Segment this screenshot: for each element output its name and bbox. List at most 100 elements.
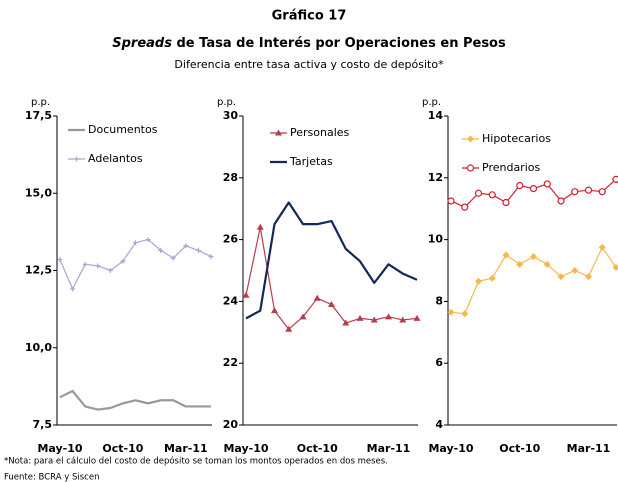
y-tick-label: 14	[428, 109, 444, 122]
y-tick-label: 7,5	[33, 418, 53, 431]
marker	[598, 243, 606, 251]
series-line	[245, 201, 418, 320]
y-tick-label: 22	[223, 356, 238, 369]
marker	[70, 286, 76, 292]
marker	[598, 188, 606, 196]
marker	[543, 180, 551, 188]
marker	[571, 188, 579, 196]
marker	[145, 237, 151, 243]
subtitle: Diferencia entre tasa activa y costo de …	[174, 58, 444, 71]
marker	[530, 253, 537, 261]
title-rest: de Tasa de Interés por Operaciones en Pe…	[177, 36, 506, 51]
marker	[170, 255, 176, 261]
marker	[475, 277, 482, 285]
y-axis-label: p.p.	[31, 97, 50, 108]
y-tick-label: 8	[435, 294, 443, 307]
marker	[299, 313, 307, 320]
y-tick-label: 12	[428, 171, 443, 184]
marker	[275, 129, 282, 136]
marker	[488, 274, 496, 282]
marker	[466, 164, 475, 172]
y-tick-label: 20	[223, 418, 239, 431]
marker	[107, 268, 113, 273]
marker	[571, 267, 579, 274]
y-axis-label: p.p.	[217, 97, 236, 108]
legend-label: Personales	[290, 126, 350, 139]
legend-label: Tarjetas	[289, 155, 333, 168]
marker	[612, 263, 618, 271]
marker	[271, 307, 278, 314]
marker	[461, 310, 469, 318]
marker	[120, 258, 126, 264]
y-tick-label: 6	[435, 356, 443, 369]
marker	[447, 197, 455, 205]
marker	[158, 247, 164, 253]
legend-label: Adelantos	[88, 152, 143, 165]
y-tick-label: 30	[223, 109, 239, 122]
series-line	[59, 389, 211, 411]
y-tick-label: 10	[428, 233, 444, 246]
marker	[413, 314, 421, 321]
x-tick-label: Oct-10	[499, 442, 540, 455]
marker	[342, 319, 350, 326]
x-tick-label: Mar-11	[164, 442, 208, 455]
marker	[529, 185, 538, 193]
y-tick-label: 15,0	[25, 186, 52, 199]
marker	[474, 189, 483, 197]
x-tick-label: May-10	[223, 442, 268, 455]
marker	[584, 186, 593, 194]
y-tick-label: 12,5	[25, 264, 52, 277]
marker	[385, 313, 392, 320]
title-italic: Spreads	[112, 36, 172, 51]
marker	[328, 300, 335, 307]
marker	[502, 198, 510, 207]
marker	[467, 135, 474, 143]
marker	[399, 316, 407, 323]
x-tick-label: Mar-11	[367, 442, 411, 455]
y-tick-label: 17,5	[25, 109, 52, 122]
y-tick-label: 24	[223, 294, 239, 307]
marker	[461, 203, 469, 211]
marker	[585, 273, 592, 281]
marker	[557, 273, 565, 281]
marker	[370, 316, 378, 323]
figure-number: Gráfico 17	[272, 9, 347, 24]
marker	[356, 314, 364, 321]
x-tick-label: Mar-11	[567, 442, 611, 455]
marker	[285, 325, 293, 332]
y-tick-label: 4	[435, 418, 443, 431]
marker	[543, 260, 551, 268]
y-tick-label: 28	[223, 171, 238, 184]
y-axis-label: p.p.	[422, 97, 441, 108]
series-line	[59, 239, 212, 290]
y-tick-label: 26	[223, 233, 239, 246]
marker	[313, 294, 321, 301]
marker	[488, 191, 496, 199]
source: Fuente: BCRA y Siscen	[4, 473, 99, 482]
y-tick-label: 10,0	[25, 341, 52, 354]
legend-label: Documentos	[88, 123, 158, 136]
marker	[612, 175, 618, 183]
x-tick-label: Oct-10	[102, 442, 143, 455]
marker	[74, 156, 79, 162]
x-tick-label: Oct-10	[297, 442, 338, 455]
marker	[133, 240, 138, 246]
note: *Nota: para el cálculo del costo de depó…	[4, 456, 388, 467]
chart-title: Spreads de Tasa de Interés por Operacion…	[112, 36, 506, 51]
marker	[242, 291, 250, 298]
marker	[557, 197, 565, 205]
legend-label: Hipotecarios	[482, 132, 551, 145]
marker	[57, 257, 63, 263]
marker	[208, 254, 214, 260]
marker	[516, 260, 524, 268]
marker	[95, 263, 101, 269]
x-tick-label: May-10	[428, 442, 473, 455]
marker	[447, 308, 455, 316]
marker	[502, 251, 510, 259]
marker	[256, 223, 264, 230]
marker	[82, 261, 88, 267]
marker	[183, 243, 189, 249]
legend-label: Prendarios	[482, 161, 540, 174]
marker	[516, 181, 524, 190]
